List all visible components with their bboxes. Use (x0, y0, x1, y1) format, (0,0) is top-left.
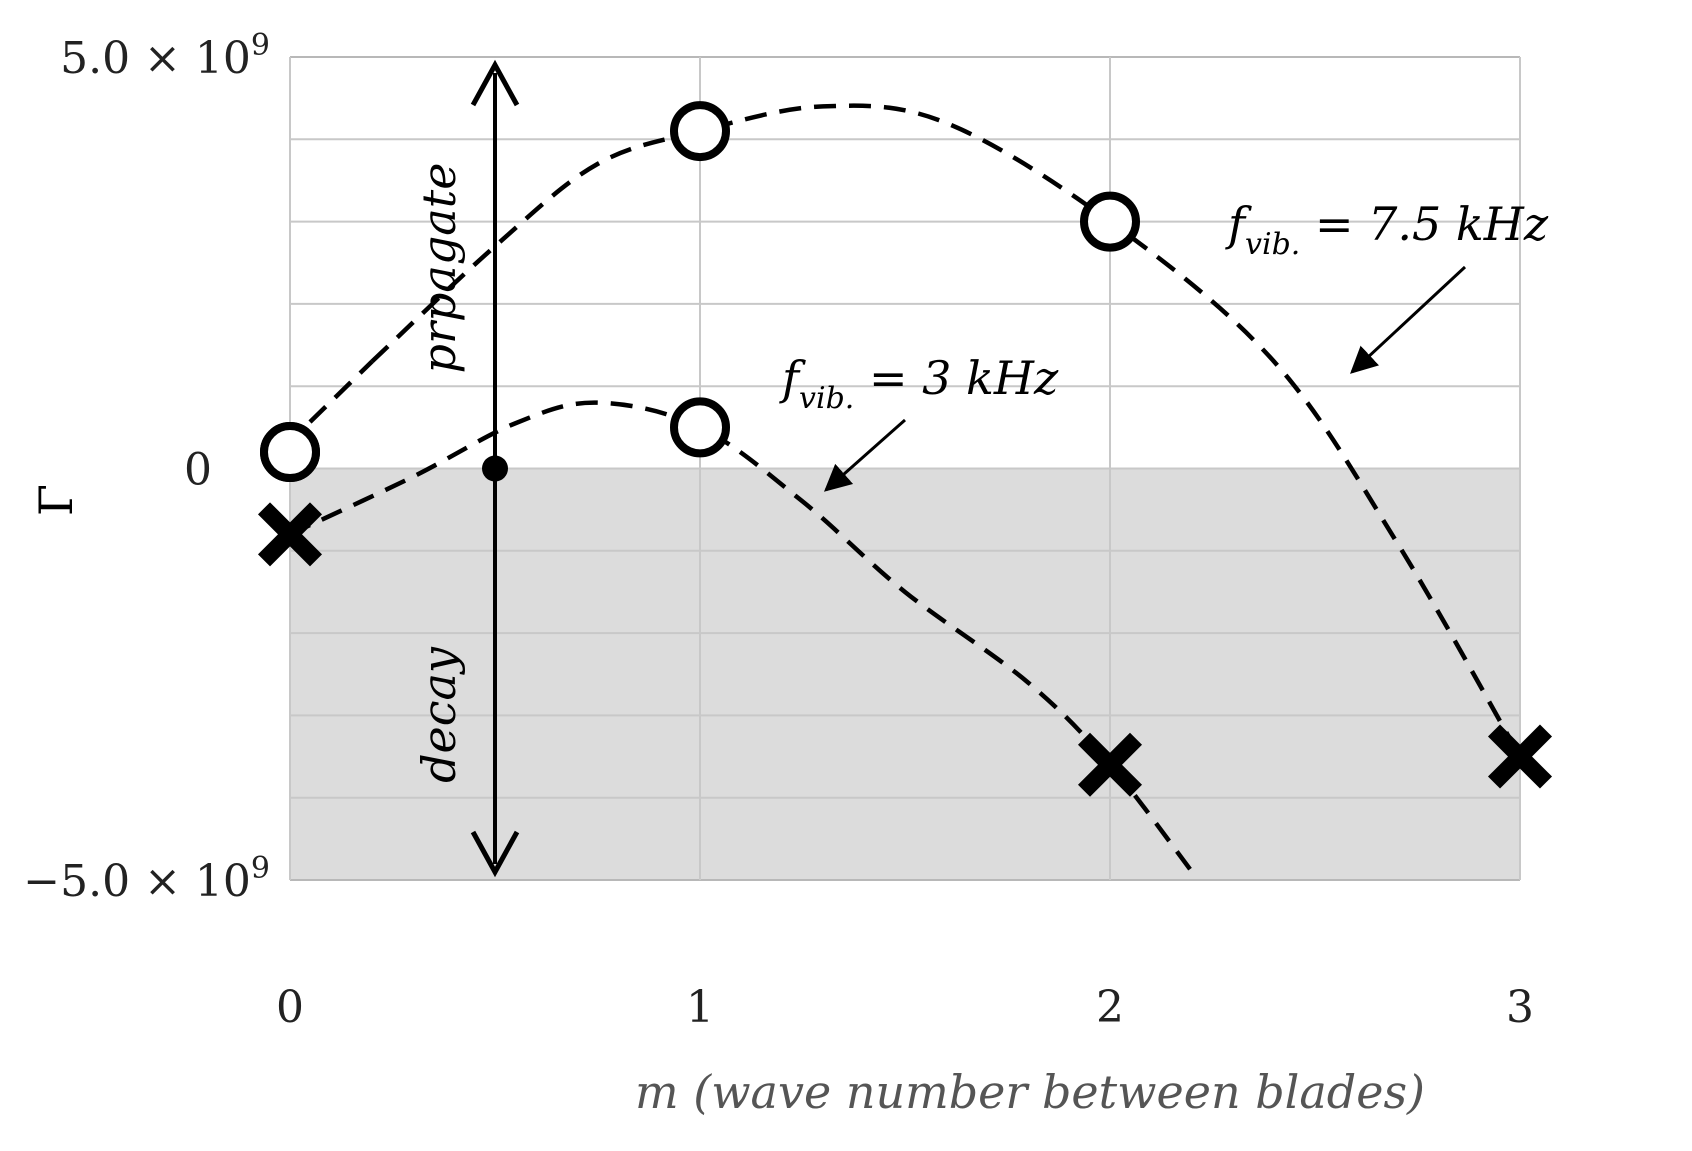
data-point-circle (670, 397, 730, 458)
y-tick-label: 5.0 × 109 (60, 28, 270, 84)
series-annotation-arrow (823, 418, 906, 492)
series-annotation-value: = 7.5 kHz (1300, 197, 1549, 251)
y-tick-label: −5.0 × 109 (23, 851, 270, 907)
data-point-circle (1080, 191, 1140, 252)
x-tick-label: 3 (1506, 982, 1534, 1033)
series-annotation-subscript: vib. (1245, 227, 1300, 262)
data-point-cross (1487, 724, 1553, 789)
series-curve-1 (289, 400, 1194, 874)
series-annotation-value: = 3 kHz (854, 351, 1059, 405)
y-tick-base: −5.0 × 10 (23, 856, 251, 907)
x-tick-label: 1 (686, 982, 714, 1033)
y-tick-exponent: 9 (251, 28, 270, 63)
y-tick-label: 0 (184, 445, 212, 496)
data-point-cross (1077, 732, 1143, 797)
boundary-arrow-head-bottom (470, 830, 520, 878)
data-point-circle (260, 422, 320, 483)
y-axis-label: Γ (29, 484, 83, 516)
series-annotation-subscript: vib. (799, 381, 854, 416)
x-axis-label: m (wave number between blades) (635, 1065, 1425, 1119)
series-annotation-0: fvib. = 7.5 kHz (1225, 197, 1549, 262)
boundary-arrow-head-top (470, 59, 520, 107)
series-curve-0 (370, 103, 1522, 758)
data-point-circle (670, 101, 730, 162)
data-point-cross (257, 502, 323, 567)
x-tick-label: 0 (276, 982, 304, 1033)
y-tick-base: 5.0 × 10 (60, 33, 251, 84)
boundary-zero-dot (482, 455, 508, 482)
x-tick-label: 2 (1096, 982, 1124, 1033)
series-connector (308, 359, 374, 424)
region-label-decay: decay (412, 646, 466, 783)
series-annotation-arrow (1350, 265, 1467, 374)
region-label-propagate: prpagate (412, 163, 466, 374)
y-tick-exponent: 9 (251, 851, 270, 886)
decay-region-shading (290, 468, 1520, 880)
